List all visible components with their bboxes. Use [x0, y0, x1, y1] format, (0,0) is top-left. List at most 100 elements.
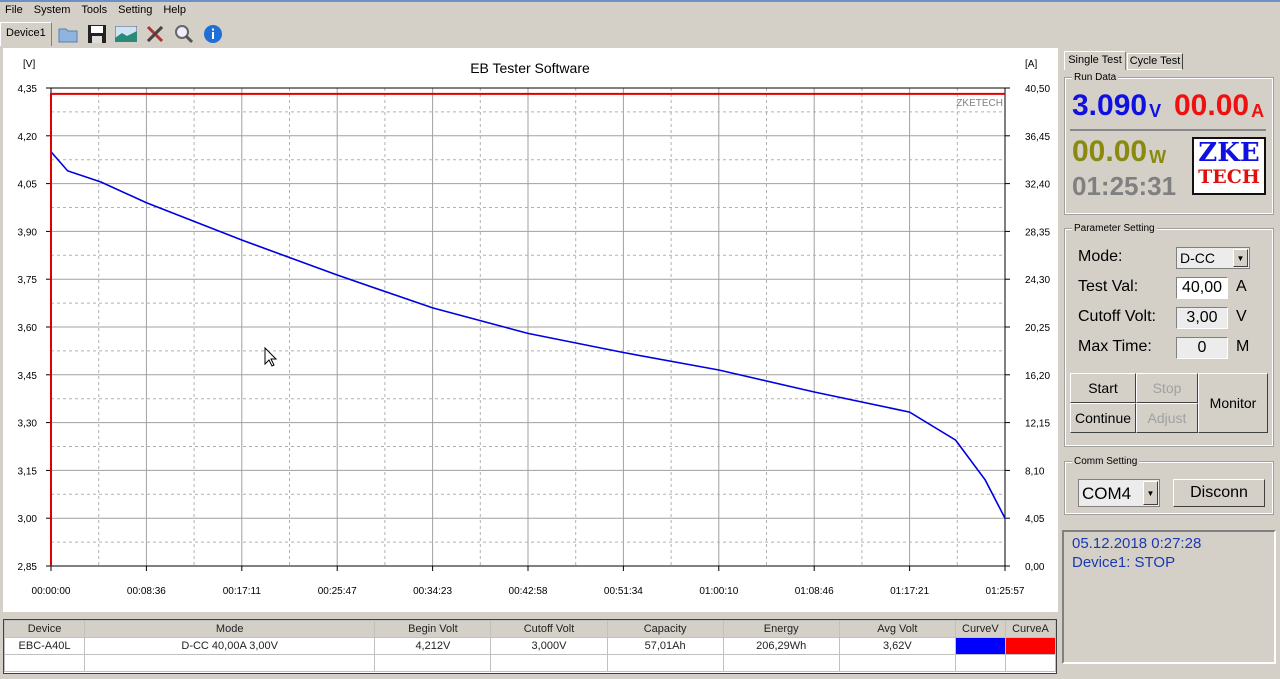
mode-select[interactable]: D-CC ▼	[1176, 247, 1250, 269]
test-val-input[interactable]: 40,00	[1176, 277, 1228, 299]
x-tick-label: 00:08:36	[127, 586, 166, 597]
search-icon[interactable]	[171, 23, 197, 45]
menu-file[interactable]: File	[5, 4, 23, 16]
tab-cycle-test[interactable]: Cycle Test	[1127, 53, 1183, 70]
save-icon[interactable]	[84, 23, 110, 45]
x-tick-label: 01:08:46	[795, 586, 834, 597]
column-header[interactable]: Cutoff Volt	[490, 620, 608, 638]
monitor-button[interactable]: Monitor	[1198, 373, 1268, 433]
mouse-cursor-icon	[264, 346, 278, 367]
status-box: 05.12.2018 0:27:28 Device1: STOP	[1062, 530, 1276, 664]
y-tick-label: 3,90	[18, 227, 38, 238]
y2-tick-label: 36,45	[1025, 132, 1050, 143]
y-tick-label: 3,60	[18, 323, 38, 334]
table-cell: 57,01Ah	[606, 637, 724, 655]
window-top-border	[0, 0, 1280, 2]
column-header[interactable]: CurveA	[1004, 620, 1057, 638]
divider	[1070, 129, 1266, 131]
chevron-down-icon[interactable]: ▼	[1233, 249, 1248, 267]
y-tick-label: 3,75	[18, 275, 38, 286]
tab-single-test[interactable]: Single Test	[1064, 51, 1126, 70]
x-tick-label: 01:00:10	[699, 586, 738, 597]
column-header[interactable]: CurveV	[954, 620, 1006, 638]
curve-a-color-swatch[interactable]	[1004, 637, 1057, 655]
y2-tick-label: 0,00	[1025, 562, 1045, 573]
image-icon[interactable]	[113, 23, 139, 45]
max-time-unit: M	[1236, 338, 1250, 355]
y-tick-label: 4,20	[18, 132, 38, 143]
mode-label: Mode:	[1078, 248, 1123, 265]
cutoff-volt-input[interactable]: 3,00	[1176, 307, 1228, 329]
info-icon[interactable]	[200, 23, 226, 45]
adjust-button[interactable]: Adjust	[1136, 403, 1198, 433]
current-row: 00.00 A	[1174, 91, 1272, 121]
y2-tick-label: 32,40	[1025, 180, 1050, 191]
comm-setting-group: Comm Setting COM4 ▼ Disconn	[1064, 456, 1274, 515]
mode-value: D-CC	[1180, 250, 1215, 266]
zketech-logo: ZKE TECH	[1192, 137, 1266, 195]
power-row: 00.00 W	[1072, 137, 1184, 167]
comm-setting-label: Comm Setting	[1072, 456, 1140, 467]
column-header[interactable]: Begin Volt	[374, 620, 492, 638]
y-tick-label: 4,05	[18, 180, 38, 191]
curve-v-color-swatch[interactable]	[954, 637, 1006, 655]
cutoff-volt-unit: V	[1236, 308, 1247, 325]
tools-icon[interactable]	[142, 23, 168, 45]
results-table: Device Mode Begin Volt Cutoff Volt Capacity E…	[3, 619, 1057, 674]
menu-setting[interactable]: Setting	[118, 4, 153, 16]
y-axis-label: [V]	[23, 59, 35, 70]
stop-button[interactable]: Stop	[1136, 373, 1198, 403]
current-readout: 00.00	[1174, 89, 1250, 122]
chart-title: EB Tester Software	[470, 60, 590, 76]
menu-bar: File System Tools Setting Help	[0, 2, 192, 18]
menu-help[interactable]: Help	[163, 4, 186, 16]
menu-system[interactable]: System	[33, 4, 71, 16]
max-time-input[interactable]: 0	[1176, 337, 1228, 359]
x-tick-label: 00:00:00	[32, 586, 71, 597]
y-tick-label: 4,35	[18, 84, 38, 95]
y2-axis-label: [A]	[1025, 59, 1037, 70]
y2-tick-label: 20,25	[1025, 323, 1050, 334]
com-port-select[interactable]: COM4 ▼	[1078, 479, 1160, 507]
x-tick-label: 01:17:21	[890, 586, 929, 597]
menu-tools[interactable]: Tools	[81, 4, 108, 16]
y2-tick-label: 12,15	[1025, 419, 1050, 430]
table-header-row: Device Mode Begin Volt Cutoff Volt Capacity E…	[3, 620, 1057, 638]
open-folder-icon[interactable]	[55, 23, 81, 45]
cutoff-volt-label: Cutoff Volt:	[1078, 308, 1156, 325]
y-tick-label: 3,15	[18, 466, 38, 477]
table-cell: 4,212V	[374, 637, 492, 655]
power-readout: 00.00	[1072, 135, 1148, 168]
com-port-value: COM4	[1082, 484, 1132, 503]
max-time-label: Max Time:	[1078, 338, 1152, 355]
run-data-group: Run Data 3.090 V 00.00 A 00.00 W 01:25:3…	[1064, 72, 1274, 215]
column-header[interactable]: Capacity	[606, 620, 724, 638]
table-cell: 206,29Wh	[722, 637, 840, 655]
table-row[interactable]: EBC-A40L D-CC 40,00A 3,00V 4,212V 3,000V 57,…	[3, 637, 1057, 655]
run-data-label: Run Data	[1072, 72, 1119, 83]
table-row-empty	[3, 654, 1057, 672]
column-header[interactable]: Mode	[84, 620, 376, 638]
time-row: 01:25:31	[1072, 173, 1186, 199]
chart-panel: 00:00:00 00:08:36 00:17:11 00:25:47 00:34:23…	[3, 48, 1058, 612]
test-val-unit: A	[1236, 278, 1247, 295]
column-header[interactable]: Energy	[722, 620, 840, 638]
column-header[interactable]: Device	[3, 620, 86, 638]
column-header[interactable]: Avg Volt	[838, 620, 956, 638]
x-tick-label: 01:25:57	[986, 586, 1025, 597]
current-unit: A	[1251, 101, 1265, 121]
tab-device1[interactable]: Device1	[0, 22, 52, 46]
table-cell: D-CC 40,00A 3,00V	[84, 637, 376, 655]
y2-tick-label: 8,10	[1025, 466, 1045, 477]
y-tick-label: 3,30	[18, 419, 38, 430]
x-tick-label: 00:34:23	[413, 586, 452, 597]
start-button[interactable]: Start	[1070, 373, 1136, 403]
continue-button[interactable]: Continue	[1070, 403, 1136, 433]
disconnect-button[interactable]: Disconn	[1173, 479, 1265, 507]
y-tick-label: 3,00	[18, 514, 38, 525]
chevron-down-icon[interactable]: ▼	[1143, 481, 1158, 505]
x-tick-label: 00:25:47	[318, 586, 357, 597]
test-val-label: Test Val:	[1078, 278, 1139, 295]
status-datetime: 05.12.2018 0:27:28	[1072, 535, 1202, 552]
y2-tick-label: 4,05	[1025, 514, 1045, 525]
